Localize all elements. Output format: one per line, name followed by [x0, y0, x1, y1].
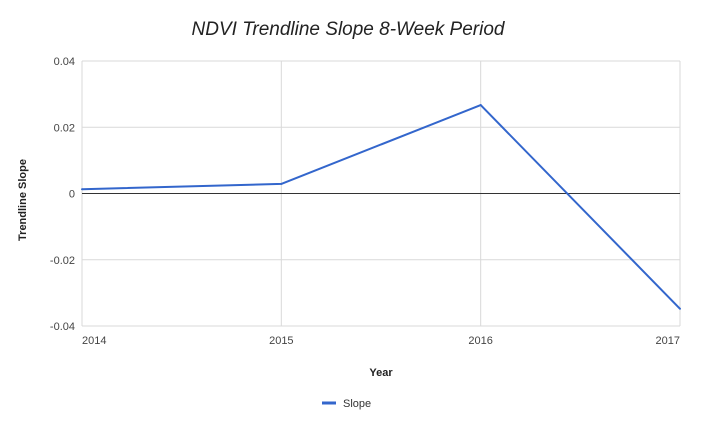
- data-point: [479, 104, 482, 107]
- x-tick-label: 2015: [269, 335, 293, 347]
- x-tick-label: 2016: [468, 335, 492, 347]
- x-tick-labels: 2014 2015 2016 2017: [82, 335, 680, 347]
- x-tick-label: 2017: [656, 335, 680, 347]
- y-axis-label: Trendline Slope: [17, 159, 29, 241]
- y-tick-label: 0: [69, 189, 75, 201]
- x-tick-label: 2014: [82, 335, 106, 347]
- legend: Slope: [322, 398, 371, 410]
- data-point: [280, 182, 283, 185]
- y-tick-label: 0.04: [54, 56, 75, 68]
- series-line-slope: [81, 104, 681, 310]
- y-tick-label: -0.04: [50, 321, 75, 333]
- data-point: [81, 188, 83, 191]
- legend-label-slope: Slope: [343, 398, 371, 410]
- series-group: [81, 104, 681, 310]
- data-point: [679, 307, 681, 310]
- y-tick-labels: 0.04 0.02 0 -0.02 -0.04: [50, 56, 75, 333]
- chart-title: NDVI Trendline Slope 8-Week Period: [192, 19, 506, 40]
- x-axis-label: Year: [369, 367, 393, 379]
- y-tick-label: 0.02: [54, 122, 75, 134]
- y-tick-label: -0.02: [50, 255, 75, 267]
